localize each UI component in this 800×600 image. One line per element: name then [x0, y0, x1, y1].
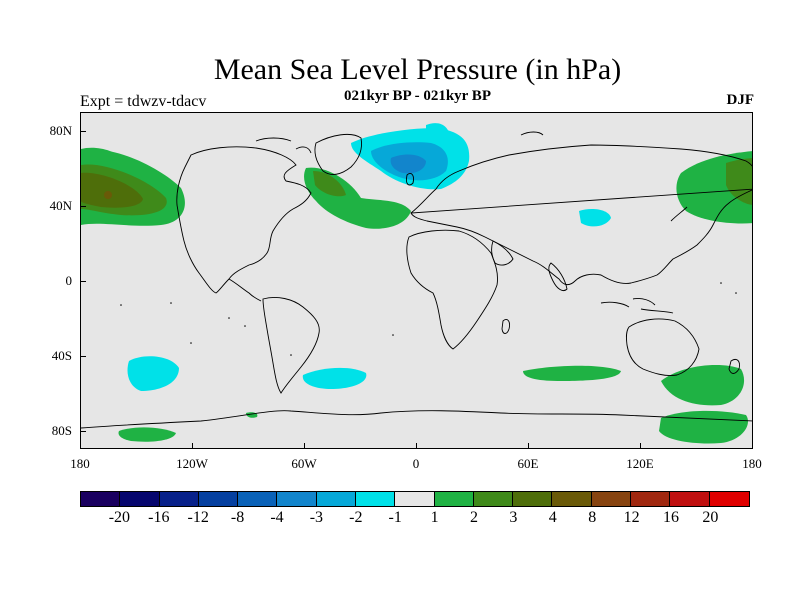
season-label: DJF [726, 92, 755, 108]
lon-label-120w: 120W [176, 456, 208, 471]
lon-tick [416, 443, 417, 449]
lon-tick [304, 443, 305, 449]
colorbar-swatch [238, 492, 278, 506]
small-islands [120, 282, 737, 356]
coast-australia [625, 318, 700, 376]
colorbar-label: 3 [509, 509, 518, 526]
lat-label-40s: 40S [51, 348, 72, 363]
colorbar-swatch [591, 492, 631, 506]
colorbar-label: 8 [588, 509, 597, 526]
lat-label-80n: 80N [49, 123, 72, 138]
colorbar-label: -16 [148, 509, 170, 526]
colorbar-label: -3 [309, 509, 324, 526]
colorbar-label: -2 [349, 509, 363, 526]
lon-label-180e: 180 [742, 456, 762, 471]
coast-eurasia [410, 144, 752, 286]
colorbar-swatch [552, 492, 592, 506]
colorbar-swatch [630, 492, 671, 506]
anomaly-ross-pos [659, 410, 749, 444]
anomaly-asia-neg [579, 209, 611, 227]
anomaly-npacific-4 [81, 172, 143, 208]
lat-tick [80, 356, 86, 357]
colorbar-label: -4 [270, 509, 284, 526]
lon-label-60w: 60W [291, 456, 317, 471]
colorbar-swatch [709, 492, 749, 506]
coast-new-zealand [728, 358, 740, 374]
plot-subtitle: 021kyr BP - 021kyr BP [344, 88, 491, 104]
anomaly-antarctic-w-pos [118, 427, 176, 442]
lat-label-eq: 0 [65, 273, 73, 288]
lat-tick [80, 206, 86, 207]
colorbar-swatch [355, 492, 396, 506]
anomaly-spacific-neg [127, 356, 179, 391]
colorbar-swatch [316, 492, 356, 506]
lon-label-0: 0 [412, 456, 420, 471]
colorbar-label: -20 [108, 509, 131, 526]
plot-title: Mean Sea Level Pressure (in hPa) [213, 53, 622, 86]
colorbar-label: 16 [663, 509, 679, 526]
colorbar-swatch [434, 492, 474, 506]
colorbar-swatch [473, 492, 514, 506]
colorbar-label: 2 [470, 509, 478, 526]
colorbar-swatch [120, 492, 160, 506]
coast-arabia [491, 240, 514, 266]
lon-label-120e: 120E [626, 456, 654, 471]
anomaly-europe-neg-3 [390, 154, 426, 174]
experiment-label: Expt = tdwzv-tdacv [80, 93, 207, 110]
colorbar-swatch [159, 492, 199, 506]
lat-label-40n: 40N [49, 198, 72, 213]
colorbar-swatch [670, 492, 710, 506]
anomaly-npacific-8 [104, 191, 112, 199]
anomaly-aus-pos [661, 365, 745, 406]
lon-tick [640, 443, 641, 449]
colorbar-swatch [81, 492, 121, 506]
coast-greenland [314, 133, 362, 175]
coast-japan [670, 206, 688, 222]
lat-tick [80, 431, 86, 432]
colorbar-label: 4 [548, 509, 557, 526]
coast-india [548, 262, 568, 292]
coast-central-america [228, 278, 262, 302]
lon-tick [528, 443, 529, 449]
coast-madagascar [501, 318, 510, 334]
lat-label-80s: 80S [51, 423, 72, 438]
colorbar [80, 491, 750, 507]
lat-tick [80, 131, 86, 132]
lon-tick [192, 443, 193, 449]
colorbar-label: 1 [430, 509, 439, 526]
colorbar-swatch [395, 492, 435, 506]
coast-south-america [262, 296, 320, 394]
colorbar-label: -8 [230, 509, 245, 526]
coast-africa [406, 229, 498, 350]
anomaly-satlantic-neg [302, 367, 367, 389]
colorbar-label: 12 [623, 509, 640, 526]
colorbar-swatch [513, 492, 553, 506]
anomaly-greenland-neg [426, 123, 449, 137]
colorbar-label: -1 [388, 509, 402, 526]
coast-indonesia [600, 298, 674, 314]
lon-label-180w: 180 [70, 456, 90, 471]
coast-arctic-islands [255, 131, 544, 154]
colorbar-swatch [198, 492, 239, 506]
anomaly-arctic-w [81, 147, 121, 163]
colorbar-swatch [277, 492, 317, 506]
lat-tick [80, 281, 86, 282]
coast-british-isles [406, 172, 414, 186]
map-svg [81, 113, 752, 448]
lon-label-60e: 60E [517, 456, 539, 471]
anomaly-natlantic-3 [313, 171, 346, 197]
colorbar-label: -12 [187, 509, 209, 526]
map-panel [80, 112, 753, 449]
anomaly-shading [81, 123, 752, 444]
coastlines [81, 131, 752, 429]
coast-antarctica [81, 410, 752, 429]
anomaly-sindian-pos [523, 365, 621, 381]
coast-north-america [176, 146, 312, 294]
colorbar-label: 20 [702, 509, 719, 526]
